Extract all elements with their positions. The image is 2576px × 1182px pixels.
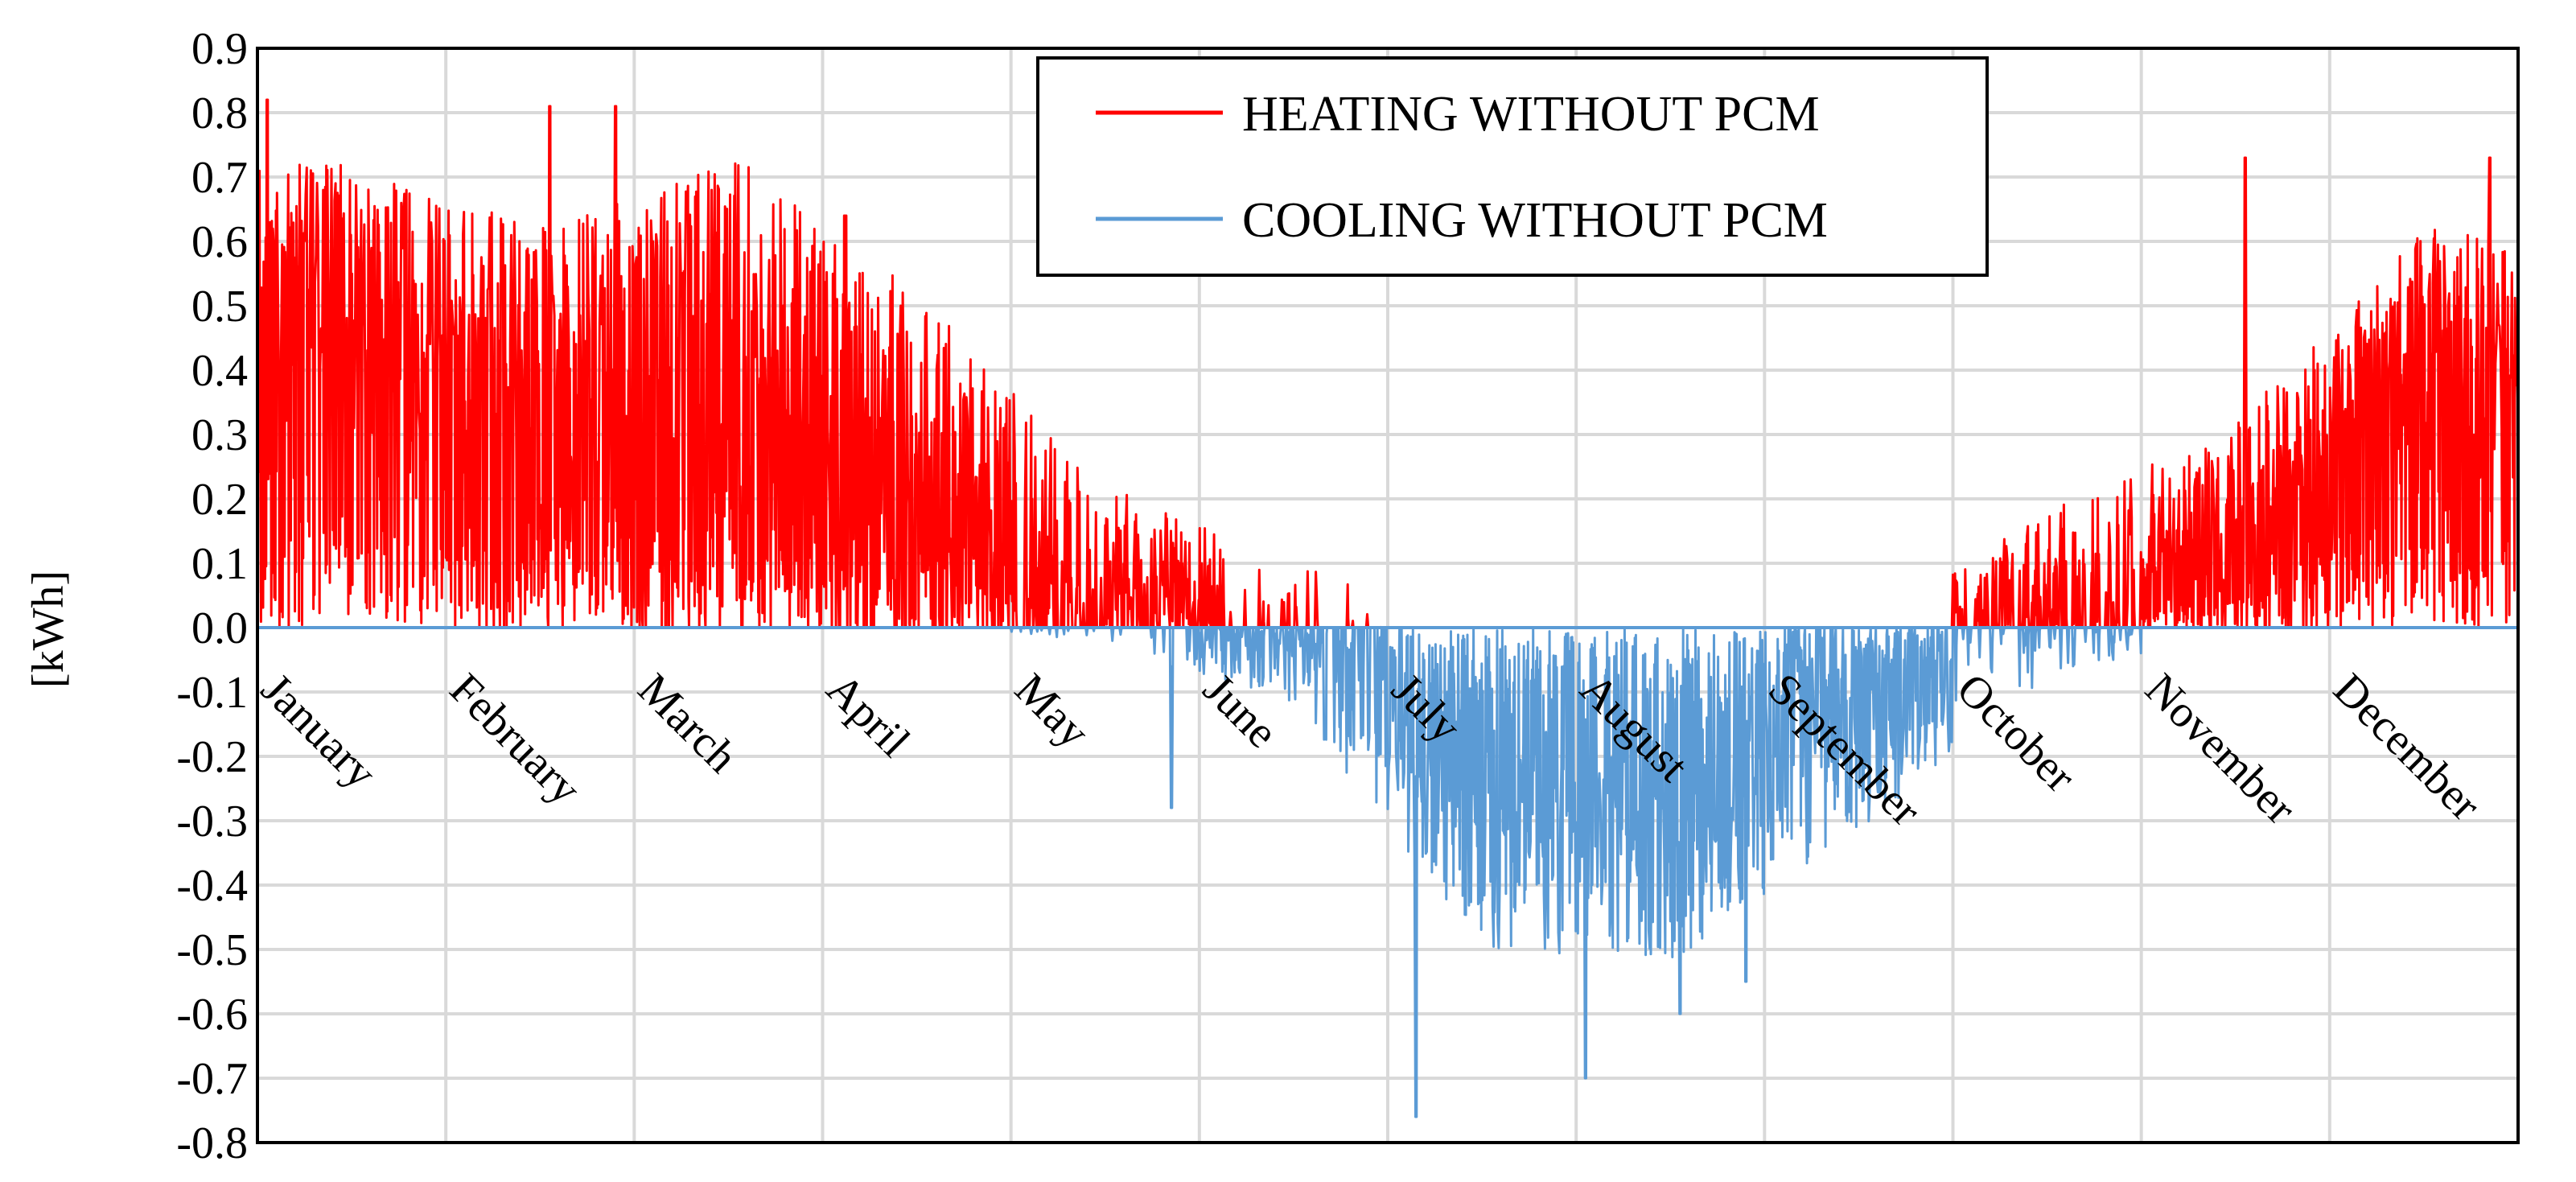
y-tick-label: -0.3 — [176, 797, 248, 846]
y-tick-label: 0.2 — [191, 475, 248, 525]
plot-area-border — [256, 47, 2520, 1144]
y-axis-label: [kWh] — [23, 570, 73, 688]
y-tick-label: -0.4 — [176, 861, 248, 911]
y-tick-label: 0.5 — [191, 282, 248, 332]
y-tick-label: 0.6 — [191, 217, 248, 267]
y-tick-label: 0.0 — [191, 603, 248, 653]
legend: HEATING WITHOUT PCM COOLING WITHOUT PCM — [1036, 56, 1989, 277]
y-tick-label: 0.8 — [191, 89, 248, 138]
y-tick-label: 0.9 — [191, 24, 248, 74]
y-tick-label: 0.1 — [191, 539, 248, 589]
y-tick-label: -0.6 — [176, 990, 248, 1040]
legend-label-cooling: COOLING WITHOUT PCM — [1242, 193, 1828, 248]
series-layer — [256, 98, 2520, 1118]
legend-box — [1036, 56, 1989, 277]
y-tick-label: -0.7 — [176, 1054, 248, 1104]
y-tick-label: 0.4 — [191, 346, 248, 396]
legend-label-heating: HEATING WITHOUT PCM — [1242, 87, 1820, 142]
y-tick-label: -0.8 — [176, 1118, 248, 1168]
y-tick-label: 0.7 — [191, 153, 248, 203]
y-tick-label: -0.1 — [176, 668, 248, 718]
y-tick-label: 0.3 — [191, 410, 248, 460]
y-tick-label: -0.5 — [176, 925, 248, 975]
y-tick-label: -0.2 — [176, 732, 248, 782]
